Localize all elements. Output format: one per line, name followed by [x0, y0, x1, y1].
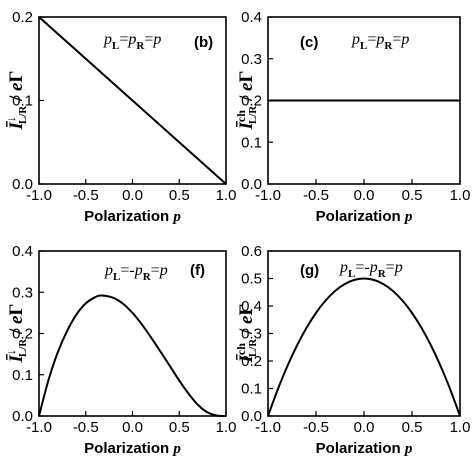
y-tick-label: 0.3: [241, 51, 262, 68]
x-tick-label: -1.0: [255, 187, 281, 204]
polarization-condition: pL=-pR=p: [339, 259, 403, 280]
panel-c: -1.0 -0.5 0.0 0.5 1.0 0.0 0.1 0.2 0.3 0.4 Polariza…: [234, 9, 470, 225]
x-tick-label: 1.0: [450, 419, 471, 436]
x-tick-label: 0.0: [122, 187, 143, 204]
polarization-condition: pL=-pR=p: [104, 262, 168, 283]
panel-label: (c): [300, 34, 318, 51]
series-line: [38, 294, 227, 417]
y-tick-label: 0.0: [12, 176, 33, 193]
y-axis-label: ĪchL/R / eΓ: [234, 303, 259, 363]
y-tick-label: 0.1: [12, 93, 33, 110]
x-axis-label: Polarization p: [84, 208, 181, 225]
x-tick-label: 1.0: [216, 187, 237, 204]
y-tick-label: 0.2: [241, 93, 262, 110]
x-axis-label: Polarization p: [84, 440, 181, 457]
series-line: [38, 16, 227, 185]
polarization-condition: pL=pR=p: [351, 31, 409, 52]
polarization-condition: pL=pR=p: [103, 31, 161, 52]
y-tick-label: 0.1: [241, 134, 262, 151]
y-tick-label: 0.1: [241, 381, 262, 398]
x-tick-label: -0.5: [73, 419, 99, 436]
y-axis-label: Ī↓L/R / eΓ: [4, 70, 29, 130]
y-axis-label: Ī↓L/R / eΓ: [4, 303, 29, 363]
y-tick-label: 0.4: [12, 243, 33, 260]
y-tick-label: 0.0: [241, 408, 262, 425]
x-axis-label: Polarization p: [316, 208, 413, 225]
x-tick-label: 0.5: [169, 419, 190, 436]
x-tick-label: 0.0: [122, 419, 143, 436]
y-tick-label: 0.4: [241, 9, 262, 26]
y-tick-label: 0.5: [241, 271, 262, 288]
x-tick-label: 0.0: [354, 187, 375, 204]
x-tick-label: -0.5: [73, 187, 99, 204]
x-tick-label: 0.5: [169, 187, 190, 204]
x-tick-label: 0.0: [354, 419, 375, 436]
y-tick-label: 0.3: [241, 326, 262, 343]
x-tick-label: -1.0: [255, 419, 281, 436]
panel-b: -1.0 -0.5 0.0 0.5 1.0 0.0 0.1 0.2 Polarization p…: [4, 9, 236, 225]
x-tick-label: 1.0: [450, 187, 471, 204]
x-tick-label: -1.0: [26, 187, 52, 204]
y-tick-label: 0.0: [241, 176, 262, 193]
x-tick-label: -0.5: [303, 187, 329, 204]
y-tick-label: 0.0: [12, 408, 33, 425]
panel-label: (f): [190, 262, 205, 279]
x-tick-label: 0.5: [402, 187, 423, 204]
y-tick-label: 0.6: [241, 243, 262, 260]
y-tick-label: 0.2: [12, 9, 33, 26]
y-tick-label: 0.3: [12, 284, 33, 301]
panel-g: -1.0 -0.5 0.0 0.5 1.0 0.0 0.1 0.2 0.3 0.4 0.5 0.6 Po…: [234, 243, 470, 457]
y-axis-label: ĪchL/R / eΓ: [234, 70, 259, 130]
y-tick-label: 0.4: [241, 298, 262, 315]
series-line: [267, 277, 461, 417]
panel-f: -1.0 -0.5 0.0 0.5 1.0 0.0 0.1 0.2 0.3 0.4 Polariza…: [4, 243, 236, 457]
x-tick-label: 0.5: [402, 419, 423, 436]
x-tick-label: -0.5: [303, 419, 329, 436]
x-tick-label: -1.0: [26, 419, 52, 436]
y-tick-label: 0.1: [12, 367, 33, 384]
x-tick-label: 1.0: [216, 419, 237, 436]
y-tick-label: 0.2: [241, 353, 262, 370]
panel-label: (g): [300, 262, 319, 279]
y-tick-label: 0.2: [12, 326, 33, 343]
x-axis-label: Polarization p: [316, 440, 413, 457]
panel-label: (b): [194, 34, 213, 51]
